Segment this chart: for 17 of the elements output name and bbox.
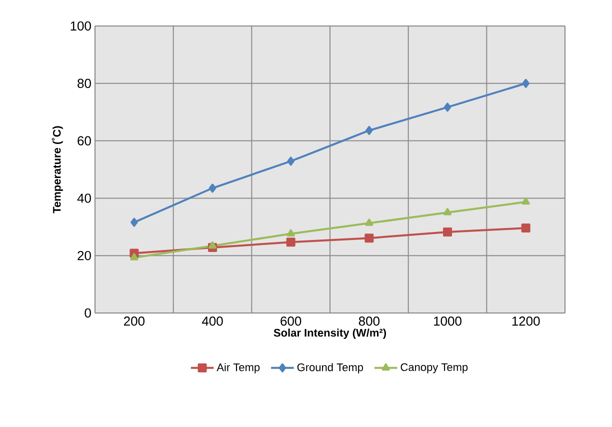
y-tick-label: 100 xyxy=(70,21,91,31)
y-tick-label: 0 xyxy=(84,308,91,318)
x-axis-title: Solar Intensity (W/m²) xyxy=(274,328,386,339)
y-tick-label: 40 xyxy=(77,194,91,203)
y-tick-label: 20 xyxy=(78,250,91,260)
x-tick-label: 200 xyxy=(124,316,145,326)
legend-label: Canopy Temp xyxy=(400,363,468,374)
x-tick-label: 1000 xyxy=(434,316,462,326)
x-tick-label: 1200 xyxy=(512,316,540,326)
y-axis-title: Temperature (˚C) xyxy=(52,126,63,214)
x-tick-label: 400 xyxy=(202,316,223,326)
x-tick-label: 800 xyxy=(358,316,380,326)
y-tick-label: 80 xyxy=(78,78,91,88)
x-tick-label: 600 xyxy=(280,316,302,326)
legend-label: Ground Temp xyxy=(297,363,363,374)
y-tick-label: 60 xyxy=(78,136,91,146)
legend-label: Air Temp xyxy=(216,363,260,374)
